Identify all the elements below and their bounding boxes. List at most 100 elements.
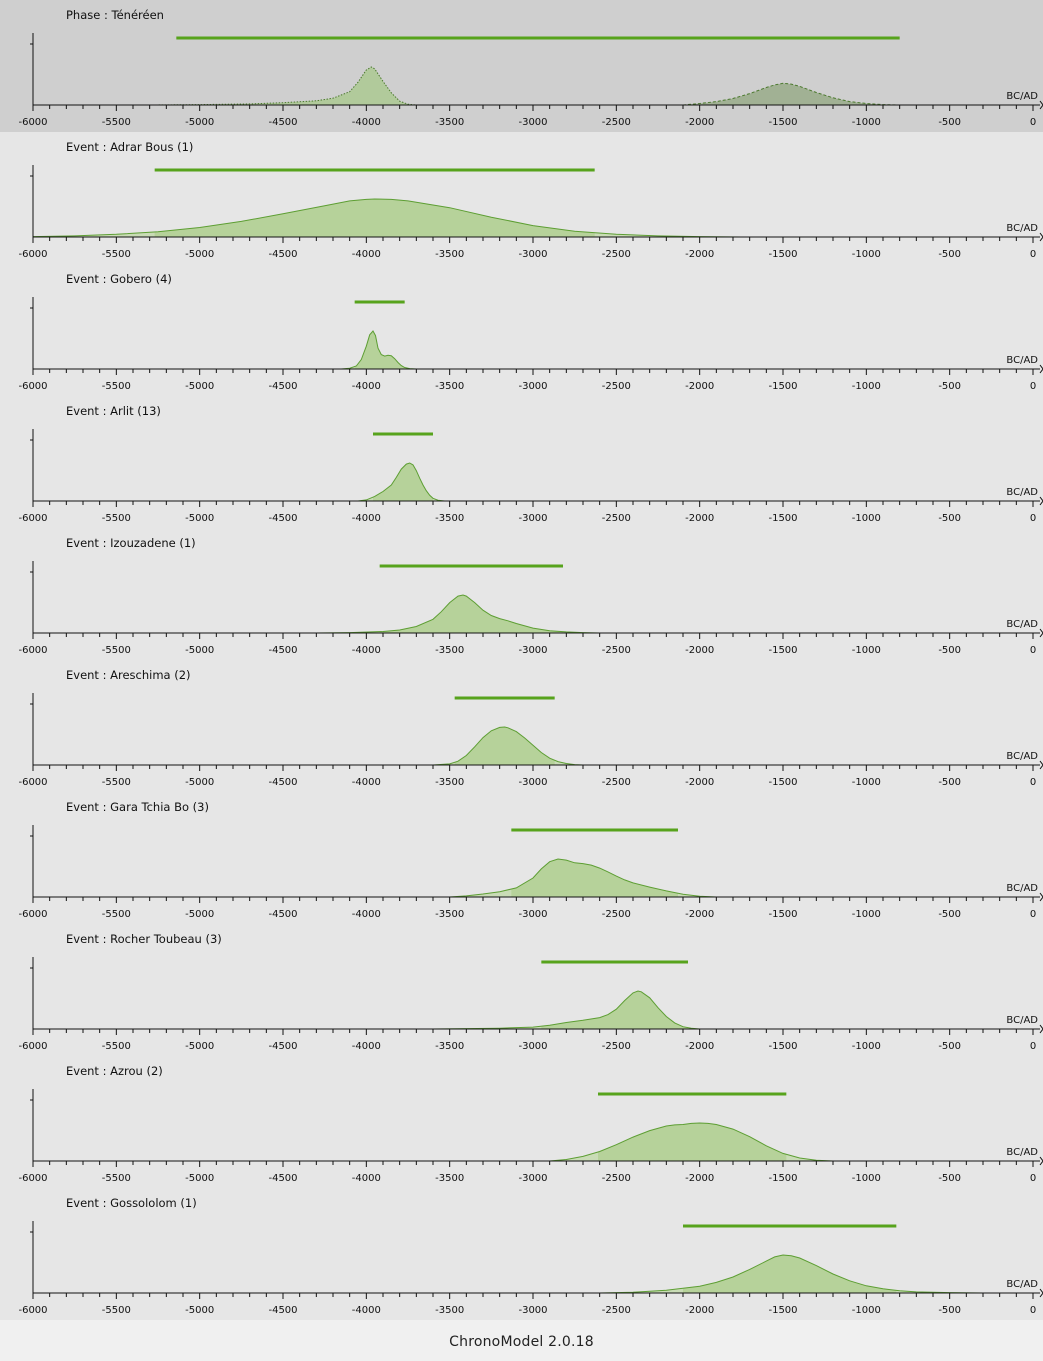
x-tick-label: -6000: [18, 1041, 47, 1052]
x-tick-label: -6000: [18, 249, 47, 260]
x-tick-label: -1500: [768, 645, 797, 656]
x-tick-label: -500: [938, 1305, 961, 1316]
x-tick-label: -2500: [602, 909, 631, 920]
density-hpd-area: [154, 199, 595, 237]
x-tick-label: 0: [1030, 777, 1036, 788]
x-tick-label: -1000: [852, 117, 881, 128]
x-axis-arrow-icon: [1039, 100, 1043, 110]
density-curve: [357, 462, 445, 502]
x-axis-label: BC/AD: [1006, 619, 1038, 630]
x-tick-label: -1000: [852, 513, 881, 524]
x-tick-label: -1000: [852, 1173, 881, 1184]
x-tick-label: -1000: [852, 909, 881, 920]
x-tick-label: -5500: [102, 645, 131, 656]
x-tick-label: -6000: [18, 645, 47, 656]
x-tick-label: 0: [1030, 117, 1036, 128]
x-tick-label: -500: [938, 249, 961, 260]
x-axis-arrow-icon: [1039, 628, 1043, 638]
density-curve: [149, 66, 417, 106]
density-area: [149, 67, 417, 105]
x-tick-label: -1000: [852, 1305, 881, 1316]
density-plot: -6000 -5500 -5000 -4500 -4000 -3500 -3000 -2500…: [18, 561, 1043, 656]
panel-title: Event : Gara Tchia Bo (3): [66, 800, 209, 814]
x-tick-label: -2000: [685, 117, 714, 128]
x-tick-label: -5500: [102, 777, 131, 788]
x-axis-arrow-icon: [1039, 364, 1043, 374]
x-tick-label: -2000: [685, 909, 714, 920]
density-plot: -6000 -5500 -5000 -4500 -4000 -3500 -3000 -2500…: [18, 33, 1043, 128]
x-tick-label: -5500: [102, 909, 131, 920]
x-tick-label: -3000: [518, 1041, 547, 1052]
density-curve: [316, 594, 600, 634]
x-tick-label: -6000: [18, 1173, 47, 1184]
x-tick-label: 0: [1030, 1173, 1036, 1184]
x-tick-label: -4500: [268, 513, 297, 524]
x-tick-label: -4000: [352, 1041, 381, 1052]
x-axis-label: BC/AD: [1006, 1279, 1038, 1290]
x-tick-label: -3500: [435, 381, 464, 392]
x-tick-label: -5500: [102, 249, 131, 260]
panel-title: Event : Gossololom (1): [66, 1196, 197, 1210]
x-tick-label: -500: [938, 1041, 961, 1052]
event-panel: Event : Adrar Bous (1) -6000 -5500 -5000 -45…: [0, 132, 1043, 264]
x-axis-label: BC/AD: [1006, 487, 1038, 498]
x-tick-label: -1500: [768, 1305, 797, 1316]
x-tick-label: -4500: [268, 777, 297, 788]
x-tick-label: -2000: [685, 381, 714, 392]
x-tick-label: -2500: [602, 1305, 631, 1316]
density-hpd-area: [373, 463, 433, 501]
x-axis-label: BC/AD: [1006, 91, 1038, 102]
x-tick-label: -3000: [518, 249, 547, 260]
density-plot: -6000 -5500 -5000 -4500 -4000 -3500 -3000 -2500…: [18, 1089, 1043, 1184]
x-tick-label: -5500: [102, 1305, 131, 1316]
x-tick-label: -3500: [435, 777, 464, 788]
x-tick-label: -6000: [18, 117, 47, 128]
x-tick-label: -1000: [852, 1041, 881, 1052]
event-panel: Event : Rocher Toubeau (3) -6000 -5500 -500…: [0, 924, 1043, 1056]
density-curve: [341, 330, 417, 370]
panel-title: Event : Adrar Bous (1): [66, 140, 194, 154]
density-plot: -6000 -5500 -5000 -4500 -4000 -3500 -3000 -2500…: [18, 693, 1043, 788]
x-tick-label: -6000: [18, 777, 47, 788]
event-panel: Event : Azrou (2) -6000 -5500 -5000 -4500 -40…: [0, 1056, 1043, 1188]
x-tick-label: -3000: [518, 381, 547, 392]
x-tick-label: 0: [1030, 1305, 1036, 1316]
x-tick-label: 0: [1030, 909, 1036, 920]
x-axis-label: BC/AD: [1006, 751, 1038, 762]
panel-title: Phase : Ténéréen: [66, 8, 164, 22]
x-tick-label: -6000: [18, 513, 47, 524]
x-tick-label: -4500: [268, 645, 297, 656]
density-hpd-area: [683, 1255, 897, 1293]
x-tick-label: -1000: [852, 249, 881, 260]
density-hpd-area: [354, 331, 405, 369]
x-tick-label: -2000: [685, 645, 714, 656]
x-axis-arrow-icon: [1039, 892, 1043, 902]
x-tick-label: -5000: [185, 777, 214, 788]
x-tick-label: -5000: [185, 249, 214, 260]
x-tick-label: -4000: [352, 777, 381, 788]
x-tick-label: -3000: [518, 1173, 547, 1184]
x-tick-label: -5000: [185, 1041, 214, 1052]
app-version-footer: ChronoModel 2.0.18: [0, 1323, 1043, 1359]
x-axis-label: BC/AD: [1006, 883, 1038, 894]
density-plot: -6000 -5500 -5000 -4500 -4000 -3500 -3000 -2500…: [18, 1221, 1043, 1316]
x-tick-label: -4500: [268, 1041, 297, 1052]
x-tick-label: -500: [938, 909, 961, 920]
x-tick-label: -4000: [352, 249, 381, 260]
x-tick-label: -5500: [102, 381, 131, 392]
x-axis-arrow-icon: [1039, 760, 1043, 770]
x-tick-label: -4500: [268, 1305, 297, 1316]
density-curve: [549, 1122, 834, 1162]
x-tick-label: -1000: [852, 381, 881, 392]
x-tick-label: -4000: [352, 909, 381, 920]
x-tick-label: -3000: [518, 513, 547, 524]
panel-title: Event : Arlit (13): [66, 404, 161, 418]
x-tick-label: -4500: [268, 1173, 297, 1184]
x-tick-label: -3500: [435, 249, 464, 260]
x-tick-label: -2500: [602, 249, 631, 260]
event-panel: Event : Areschima (2) -6000 -5500 -5000 -450…: [0, 660, 1043, 792]
density-curve: [432, 726, 584, 766]
x-axis-label: BC/AD: [1006, 355, 1038, 366]
x-tick-label: -2000: [685, 1305, 714, 1316]
x-tick-label: -3500: [435, 1305, 464, 1316]
